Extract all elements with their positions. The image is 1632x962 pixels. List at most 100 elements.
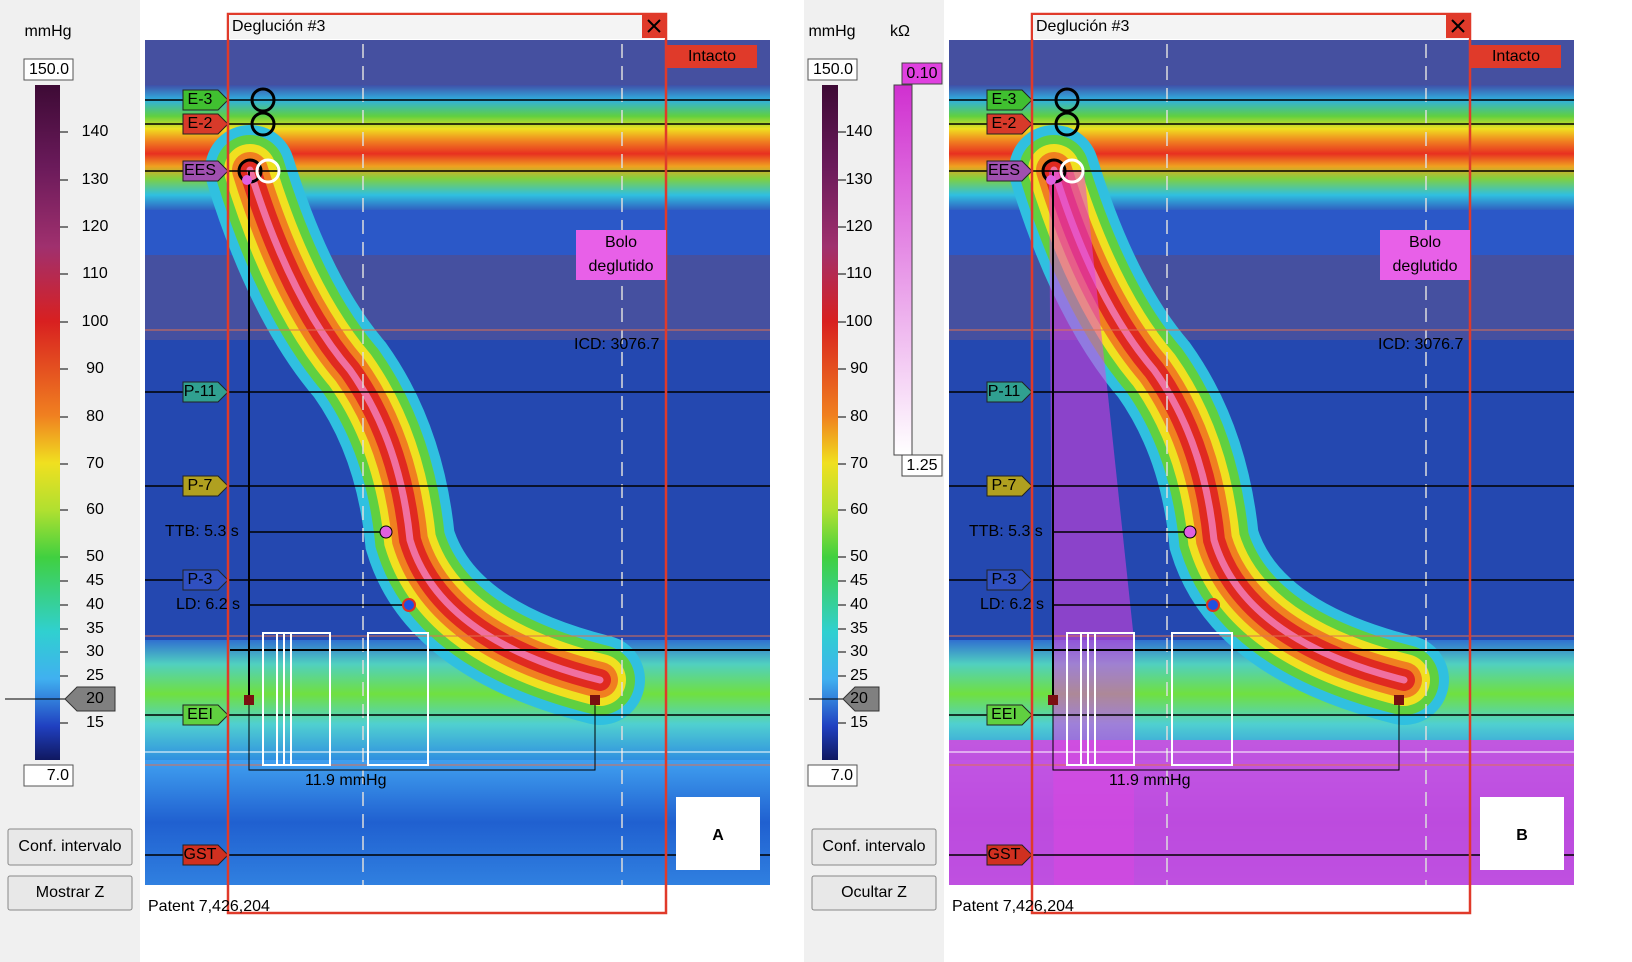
interval-end — [1048, 695, 1058, 705]
icd-label: ICD: 3076.7 — [1378, 336, 1463, 353]
sphincter-marker — [255, 158, 281, 184]
annotation-box — [576, 230, 666, 280]
irp-box — [1066, 632, 1135, 766]
scale-label: 90 — [86, 360, 104, 377]
scale-label: 40 — [86, 596, 104, 613]
scale-label: 30 — [850, 643, 868, 660]
ld-label: LD: 6.2 s — [176, 596, 240, 613]
scale-label: 100 — [82, 313, 109, 330]
ld-label: LD: 6.2 s — [980, 596, 1044, 613]
ees-point — [1046, 175, 1056, 185]
icd-label: ICD: 3076.7 — [574, 336, 659, 353]
panel-letter: A — [712, 827, 724, 844]
patent-label: Patent 7,426,204 — [148, 898, 270, 915]
impedance-bar — [893, 84, 913, 456]
scale-label: 15 — [850, 714, 868, 731]
scale-max-box — [23, 58, 74, 81]
colorbar — [822, 85, 838, 760]
button[interactable] — [811, 828, 937, 866]
impedance-min: 1.25 — [906, 457, 937, 474]
status-box — [1471, 45, 1561, 68]
button-label[interactable]: Mostrar Z — [36, 884, 105, 901]
scale-label: 45 — [850, 572, 868, 589]
threshold-marker — [842, 686, 880, 712]
window-titlebar — [1033, 15, 1469, 39]
sensor-tag — [986, 475, 1033, 497]
units-label: mmHg — [808, 23, 855, 40]
button[interactable] — [811, 875, 937, 911]
scale-min: 7.0 — [47, 767, 69, 784]
interval-end — [244, 695, 254, 705]
impedance-units: kΩ — [890, 23, 910, 40]
scale-max: 150.0 — [29, 61, 69, 78]
scale-label: 130 — [82, 171, 109, 188]
sensor-label: P-3 — [188, 571, 213, 588]
button-label[interactable]: Conf. intervalo — [822, 838, 925, 855]
scale-label: 110 — [846, 265, 872, 282]
sensor-label: P-7 — [992, 477, 1017, 494]
ttb-point — [1183, 525, 1197, 539]
patent-label: Patent 7,426,204 — [952, 898, 1074, 915]
impedance-overlay — [1049, 170, 1134, 885]
panel: mmHg 150.0 140 130 120 110 100 90 80 70 60 50 45 40 35… — [804, 0, 1574, 962]
scale-label: 45 — [86, 572, 104, 589]
swallow-window — [226, 12, 668, 915]
sphincter-marker — [1054, 111, 1080, 137]
button-label[interactable]: Conf. intervalo — [18, 838, 121, 855]
sensor-tag — [986, 89, 1033, 111]
scale-label: 120 — [82, 218, 109, 235]
scale-label: 20 — [86, 690, 104, 707]
sensor-tag — [986, 844, 1033, 866]
window-title: Deglución #3 — [232, 18, 326, 35]
button[interactable] — [7, 875, 133, 911]
button-label[interactable]: Ocultar Z — [841, 884, 907, 901]
sidebar — [0, 0, 140, 962]
ttb-point — [379, 525, 393, 539]
scale-label: 80 — [86, 408, 104, 425]
scale-label: 15 — [86, 714, 104, 731]
button[interactable] — [7, 828, 133, 866]
interval-bracket — [248, 700, 596, 771]
sensor-tag — [182, 569, 229, 591]
scale-label: 110 — [82, 265, 108, 282]
close-icon[interactable] — [1451, 19, 1465, 33]
sensor-label: E-3 — [992, 91, 1017, 108]
impedance-max-box — [901, 62, 943, 85]
irp-box — [262, 632, 331, 766]
annotation: Bolo — [1409, 234, 1441, 251]
sensor-tag — [182, 113, 229, 135]
sensor-label: P-3 — [992, 571, 1017, 588]
panel-letter-box — [676, 797, 760, 870]
scale-label: 140 — [82, 123, 109, 140]
sensor-label: EEI — [187, 706, 213, 723]
sensor-label: P-11 — [184, 383, 217, 400]
sensor-label: GST — [988, 846, 1021, 863]
scale-label: 35 — [86, 620, 104, 637]
scale-label: 40 — [850, 596, 868, 613]
sphincter-marker — [1054, 87, 1080, 113]
annotation: deglutido — [589, 258, 654, 275]
ld-point — [1206, 598, 1220, 612]
irp-box — [367, 632, 429, 766]
scale-min: 7.0 — [831, 767, 853, 784]
sensor-tag — [986, 160, 1033, 182]
scale-label: 100 — [846, 313, 873, 330]
panel-letter-box — [1480, 797, 1564, 870]
sensor-label: E-2 — [188, 115, 213, 132]
sphincter-marker — [1059, 158, 1085, 184]
scale-label: 70 — [850, 455, 868, 472]
sensor-tag — [182, 89, 229, 111]
scale-label: 50 — [86, 548, 104, 565]
annotation: deglutido — [1393, 258, 1458, 275]
peristaltic-wave — [246, 166, 604, 684]
sensor-label: P-11 — [988, 383, 1021, 400]
impedance-max: 0.10 — [906, 65, 937, 82]
sensor-tag — [182, 704, 229, 726]
window-title: Deglución #3 — [1036, 18, 1130, 35]
ld-point — [402, 598, 416, 612]
scale-label: 35 — [850, 620, 868, 637]
close-icon[interactable] — [647, 19, 661, 33]
scale-min-box — [23, 764, 74, 787]
scale-label: 120 — [846, 218, 873, 235]
sensor-label: E-2 — [992, 115, 1017, 132]
